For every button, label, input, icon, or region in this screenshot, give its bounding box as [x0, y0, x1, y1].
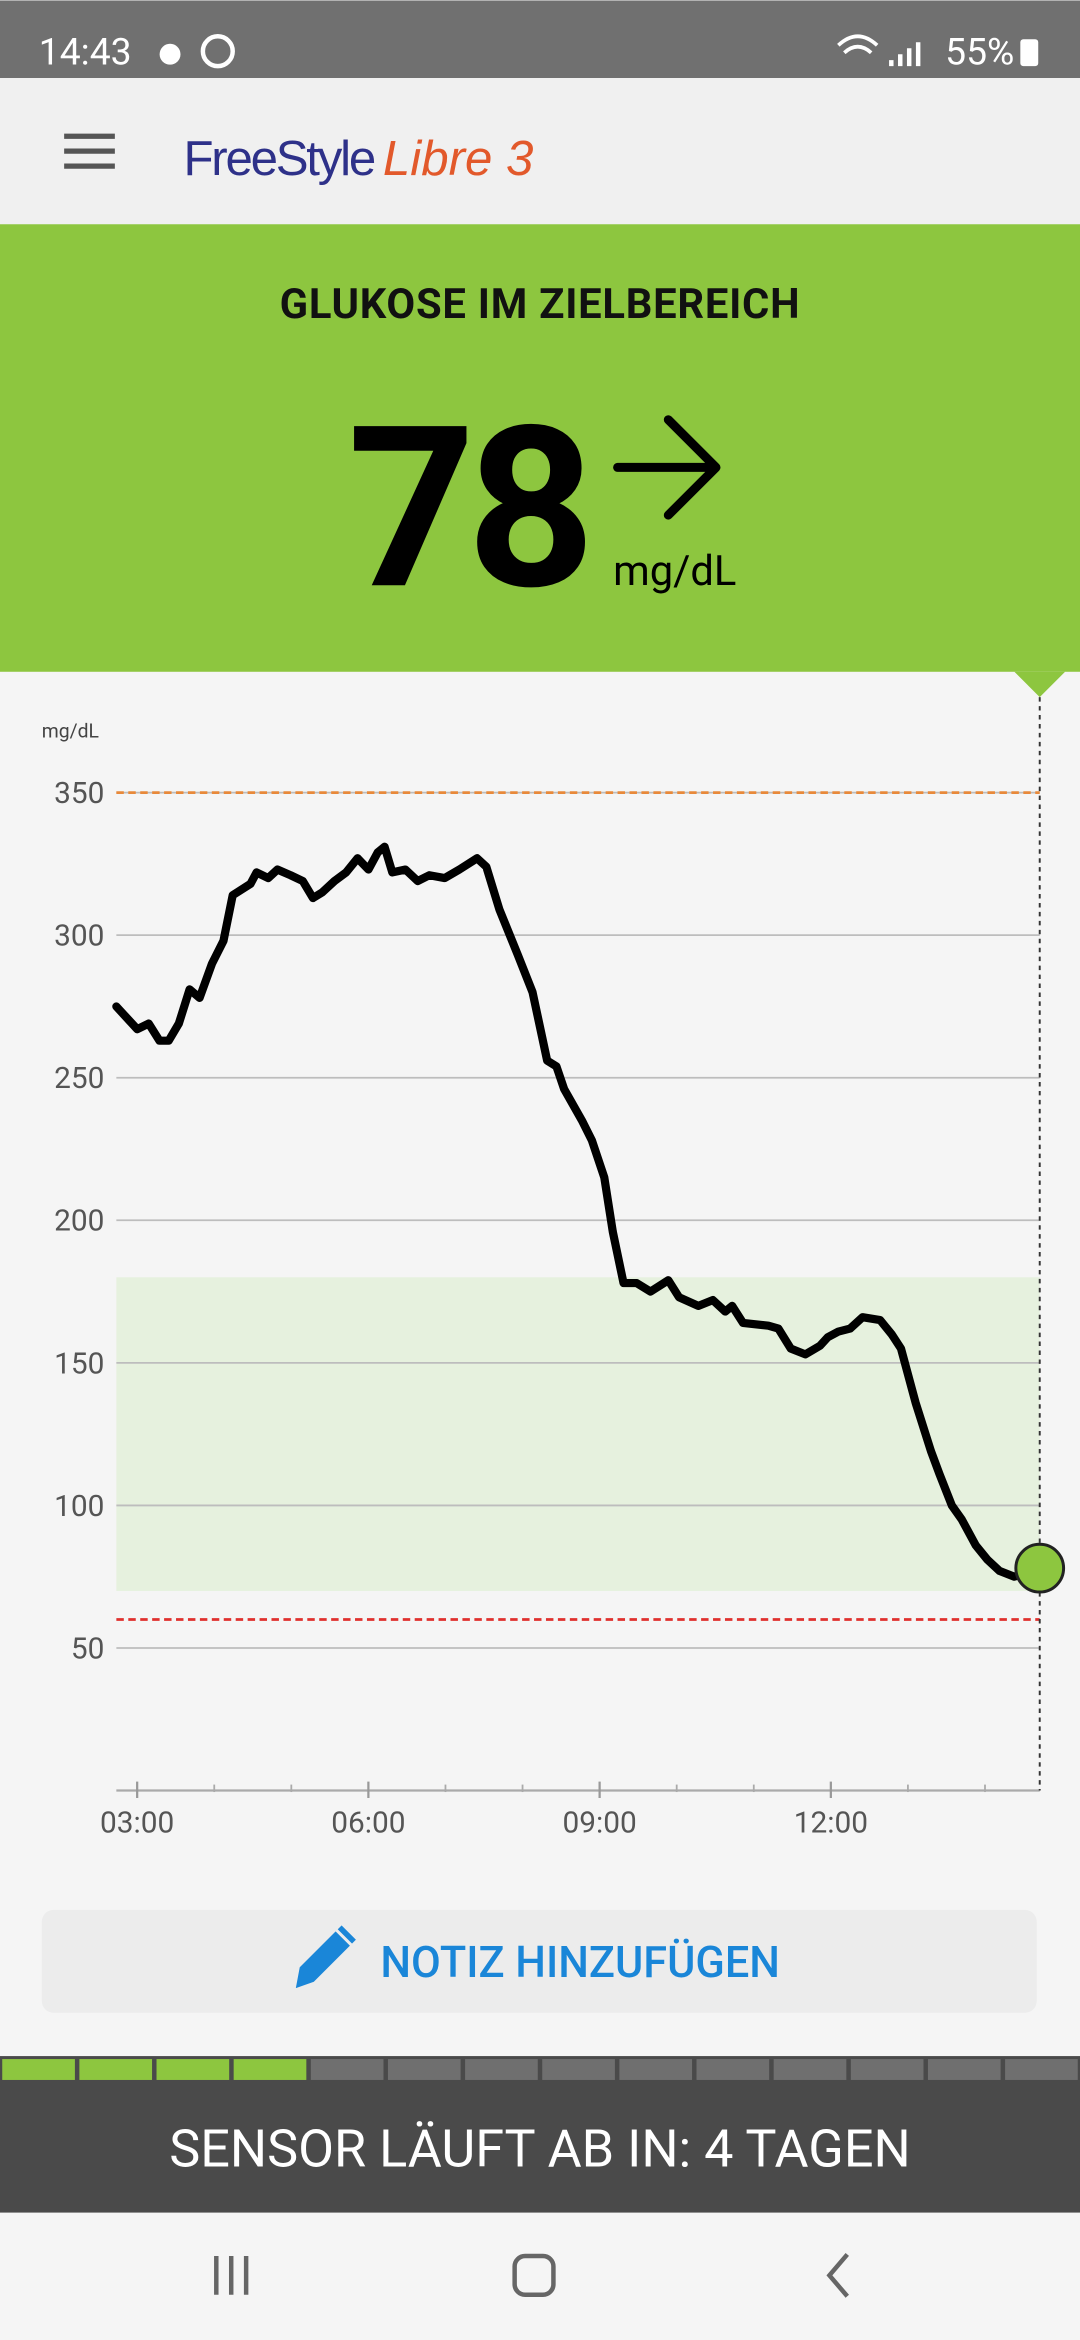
product: Libre 3: [383, 131, 533, 186]
signal-icon: [889, 42, 921, 67]
sensor-bar: [0, 2056, 1080, 2213]
sensor-segment: [387, 2059, 461, 2080]
sensor-segment: [850, 2059, 924, 2080]
y-tick-label: 200: [54, 1204, 104, 1239]
sensor-progress: [2, 2059, 1078, 2080]
wifi-icon: [837, 34, 879, 55]
panel-pointer: [1014, 671, 1066, 698]
target-range: [116, 1277, 1040, 1591]
nav-recent[interactable]: [214, 2255, 249, 2295]
brand: FreeStyle: [183, 131, 374, 186]
sensor-segment: [773, 2059, 847, 2080]
app-logo: FreeStyle Libre 3: [183, 131, 533, 186]
nav-bar: [0, 2212, 1080, 2340]
y-tick-label: 150: [54, 1346, 104, 1381]
x-tick-label: 09:00: [562, 1805, 636, 1840]
menu-button[interactable]: [64, 133, 115, 169]
x-tick-label: 12:00: [794, 1805, 868, 1840]
current-reading-dot: [1014, 1542, 1066, 1594]
sensor-text: SENSOR LÄUFT AB IN: 4 TAGEN: [169, 2118, 910, 2179]
sensor-segment: [1005, 2059, 1078, 2080]
sensor-segment: [310, 2059, 384, 2080]
y-tick-label: 100: [54, 1489, 104, 1524]
sensor-segment: [619, 2059, 693, 2080]
note-button[interactable]: [41, 1909, 1037, 2013]
sensor-segment: [79, 2059, 153, 2080]
x-tick-label: 03:00: [100, 1805, 174, 1840]
reading-status: GLUKOSE IM ZIELBEREICH: [280, 280, 801, 329]
pencil-icon: [291, 1921, 361, 1993]
y-axis-label: mg/dL: [42, 719, 99, 742]
status-bar: [0, 0, 1080, 79]
trend-arrow: [613, 415, 721, 520]
sensor-segment: [542, 2059, 615, 2080]
sensor-segment: [156, 2059, 230, 2080]
sensor-segment: [233, 2059, 307, 2080]
sensor-segment: [2, 2059, 75, 2080]
note-button-label[interactable]: NOTIZ HINZUFÜGEN: [380, 1937, 780, 1988]
nav-back[interactable]: [826, 2253, 849, 2298]
status-icon: [200, 34, 235, 69]
reading-panel: [0, 224, 1080, 672]
status-icon: [159, 43, 181, 65]
reading-value: 78: [347, 377, 586, 640]
sensor-segment: [465, 2059, 538, 2080]
sensor-segment: [696, 2059, 770, 2080]
battery-text: 55%: [945, 31, 1014, 75]
y-tick-label: 350: [54, 776, 104, 811]
glucose-line: [112, 842, 1044, 1581]
y-tick-label: 300: [54, 919, 104, 954]
status-time: 14:43: [39, 31, 132, 75]
nav-home[interactable]: [512, 2253, 556, 2297]
y-tick-label: 50: [71, 1631, 105, 1666]
glucose-chart: mg/dL 50 100 150 200 250 300 350 03:00 06:00 09:0…: [42, 697, 1066, 1840]
app-header: [0, 78, 1080, 225]
reading-unit: mg/dL: [613, 547, 736, 596]
nav-buttons: [214, 2253, 849, 2298]
sensor-segment: [927, 2059, 1001, 2080]
y-tick-label: 250: [54, 1061, 104, 1096]
battery-icon: [1020, 39, 1039, 67]
x-tick-label: 06:00: [331, 1805, 405, 1840]
